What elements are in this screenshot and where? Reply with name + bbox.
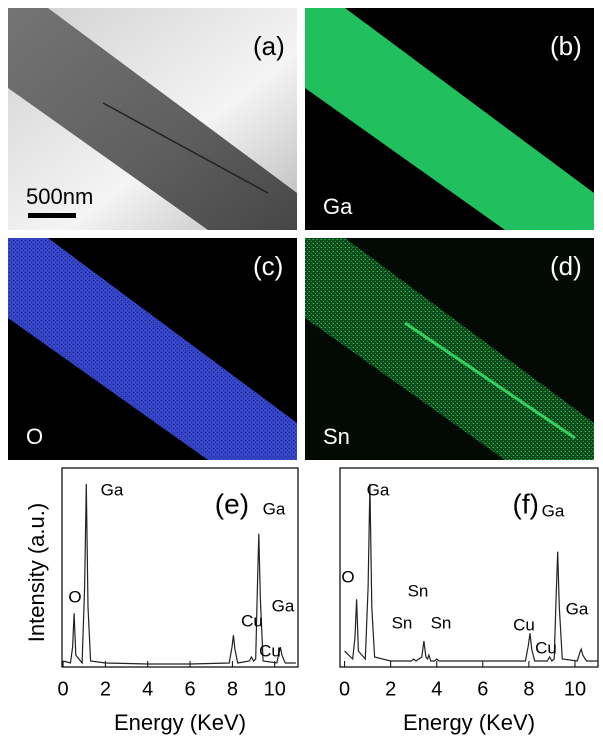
peak-label: Cu xyxy=(259,641,281,660)
peak-label: Sn xyxy=(392,613,413,632)
peak-label: Ga xyxy=(101,480,124,499)
x-tick-label: 8 xyxy=(523,678,534,700)
peak-label: Ga xyxy=(367,480,390,499)
x-tick-label: 6 xyxy=(184,678,195,700)
panel-label: (c) xyxy=(253,251,283,281)
x-tick-label: 0 xyxy=(57,678,68,700)
scale-bar: 500nm xyxy=(26,184,93,209)
panel-c: O (c) xyxy=(8,238,297,460)
panel-b: Ga (b) xyxy=(305,8,594,230)
element-label: Ga xyxy=(323,194,353,219)
x-tick-label: 10 xyxy=(264,678,286,700)
x-axis-label: Energy (KeV) xyxy=(403,710,535,735)
panel-label: (b) xyxy=(550,31,582,61)
element-label: Sn xyxy=(323,424,350,449)
x-tick-label: 2 xyxy=(385,678,396,700)
y-axis-label: Intensity (a.u.) xyxy=(24,503,49,642)
peak-label: Ga xyxy=(272,596,295,615)
panel-d: Sn (d) xyxy=(305,238,594,460)
peak-label: Cu xyxy=(241,611,263,630)
peak-label: Ga xyxy=(542,501,565,520)
panel-label: (f) xyxy=(513,488,539,519)
x-tick-label: 4 xyxy=(431,678,442,700)
x-axis-label: Energy (KeV) xyxy=(114,710,246,735)
element-label: O xyxy=(26,424,43,449)
peak-label: Cu xyxy=(513,615,535,634)
peak-label: Sn xyxy=(431,613,452,632)
peak-label: Sn xyxy=(408,581,429,600)
x-tick-label: 2 xyxy=(100,678,111,700)
panel-label: (a) xyxy=(253,31,285,61)
peak-label: Ga xyxy=(566,599,589,618)
peak-label: O xyxy=(341,567,354,586)
panel-label: (d) xyxy=(550,251,582,281)
x-tick-label: 0 xyxy=(339,678,350,700)
peak-label: O xyxy=(68,587,81,606)
peak-label: Ga xyxy=(263,499,286,518)
peak-label: Cu xyxy=(535,638,557,657)
figure: 500nm (a) Ga (b) O (c) Sn (d) 0 2 4 6 8 10 (e)… xyxy=(0,0,603,741)
spectrum-line xyxy=(63,484,296,664)
panel-label: (e) xyxy=(215,488,249,519)
x-tick-label: 10 xyxy=(564,678,586,700)
panel-a: 500nm (a) xyxy=(8,8,297,230)
x-tick-label: 4 xyxy=(142,678,153,700)
x-tick-label: 8 xyxy=(227,678,238,700)
x-tick-label: 6 xyxy=(477,678,488,700)
